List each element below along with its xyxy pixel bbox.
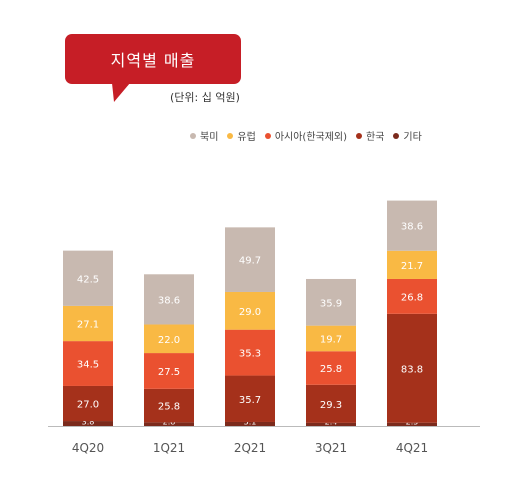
bar-segment <box>225 421 275 426</box>
data-label: 35.9 <box>320 298 342 309</box>
data-label: 35.3 <box>239 349 261 360</box>
legend-label: 아시아(한국제외) <box>274 132 348 143</box>
data-label: 38.6 <box>158 295 180 306</box>
legend-item: 유럽 <box>227 128 256 143</box>
legend-item: 기타 <box>393 128 422 143</box>
bar-segment <box>387 200 437 251</box>
bar-segment <box>306 278 356 326</box>
bar-segment <box>225 375 275 422</box>
legend-swatch <box>190 132 196 139</box>
legend-swatch <box>393 132 400 139</box>
bar-segment <box>225 291 275 330</box>
bar-segment <box>63 385 113 422</box>
x-tick-label: 3Q21 <box>315 441 347 455</box>
bar-segment <box>306 422 356 426</box>
x-tick-label: 2Q21 <box>234 441 266 455</box>
title-bubble <box>65 34 241 102</box>
data-label: 27.5 <box>158 367 180 378</box>
x-tick-label: 4Q20 <box>72 441 104 455</box>
data-label: 26.8 <box>401 292 423 303</box>
x-tick-label: 1Q21 <box>153 441 185 455</box>
bar-segment <box>387 422 437 426</box>
data-label: 49.7 <box>239 256 261 267</box>
legend: 북미 유럽 아시아(한국제외) 한국 기타 <box>190 128 490 143</box>
data-label: 3.8 <box>82 418 95 427</box>
bar-segment <box>144 422 194 426</box>
data-label: 27.0 <box>77 400 99 411</box>
legend-item: 아시아(한국제외) <box>264 128 348 143</box>
data-label: 29.0 <box>239 307 261 318</box>
bar-segment <box>144 274 194 325</box>
data-label: 25.8 <box>158 402 180 413</box>
legend-item: 북미 <box>190 128 218 143</box>
data-label: 38.6 <box>401 222 423 233</box>
data-label: 25.8 <box>320 364 342 375</box>
bar-segment <box>144 353 194 389</box>
bar-segment <box>306 351 356 385</box>
legend-swatch <box>264 132 271 139</box>
bar-segment <box>144 388 194 423</box>
legend-swatch <box>227 132 234 139</box>
data-label: 83.8 <box>401 364 423 375</box>
data-label: 42.5 <box>77 274 99 285</box>
bar-segment <box>63 341 113 386</box>
data-label: 21.7 <box>401 261 423 272</box>
data-label: 35.7 <box>239 395 261 406</box>
bar-segment <box>144 324 194 354</box>
chart-title: 지역별 매출 <box>110 51 196 70</box>
bar-segment <box>63 305 113 342</box>
bar-segment <box>387 278 437 314</box>
bar-segment <box>63 250 113 306</box>
data-label: 19.7 <box>320 334 342 345</box>
bar-segment <box>63 421 113 426</box>
bar-segment <box>225 227 275 292</box>
unit-note: (단위: 십 억원) <box>170 91 240 104</box>
bar-segment <box>306 384 356 423</box>
legend-label: 한국 <box>366 132 385 143</box>
legend-item: 한국 <box>356 128 384 143</box>
bar-segment <box>306 325 356 352</box>
legend-label: 기타 <box>403 132 422 143</box>
data-label: 29.3 <box>320 400 342 411</box>
data-label: 3.1 <box>244 418 257 427</box>
legend-swatch <box>356 132 363 139</box>
data-label: 22.0 <box>158 335 180 346</box>
data-label: 27.1 <box>77 319 99 330</box>
legend-label: 유럽 <box>237 132 256 143</box>
bar-segment <box>387 250 437 279</box>
x-tick-label: 4Q21 <box>396 441 428 455</box>
bar-segment <box>225 329 275 376</box>
data-label: 34.5 <box>77 360 99 371</box>
legend-label: 북미 <box>200 132 219 143</box>
bar-segment <box>387 313 437 423</box>
